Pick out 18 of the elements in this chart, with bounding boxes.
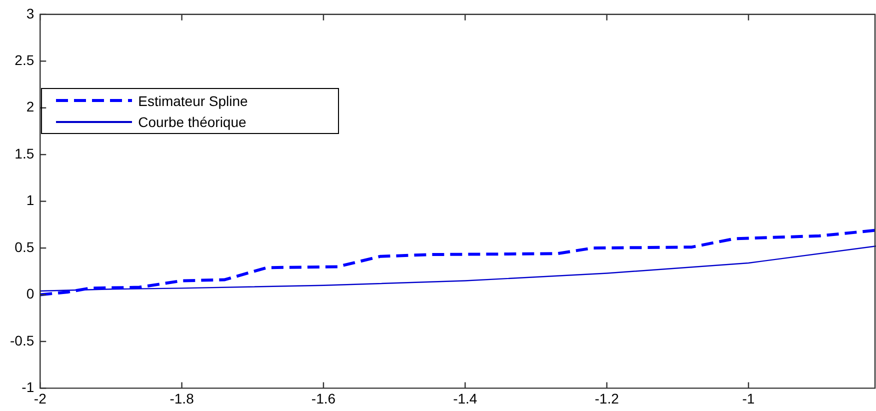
y-tick-label: 0.5 bbox=[14, 238, 34, 255]
y-tick-label: -1 bbox=[22, 379, 34, 396]
y-tick-label: 3 bbox=[26, 5, 34, 22]
y-tick-label: 1.5 bbox=[14, 145, 34, 162]
y-tick-label: 1 bbox=[26, 192, 34, 208]
y-tick-label: 0 bbox=[26, 286, 34, 302]
y-tick-label: -0.5 bbox=[10, 332, 34, 348]
line-series bbox=[40, 228, 876, 296]
x-tick-label: -1 bbox=[742, 390, 755, 406]
x-tick-label: -2 bbox=[34, 390, 47, 406]
y-tick-label: 2 bbox=[26, 98, 34, 115]
x-tick-label: -1.2 bbox=[594, 390, 620, 406]
x-tick-label: -1.4 bbox=[453, 390, 478, 406]
y-tick-label: 2.5 bbox=[14, 52, 34, 68]
legend-label: Courbe théorique bbox=[138, 114, 246, 130]
x-tick-label: -1.6 bbox=[311, 390, 336, 406]
legend-label: Estimateur Spline bbox=[138, 92, 248, 109]
x-tick-label: -1.8 bbox=[170, 390, 194, 406]
